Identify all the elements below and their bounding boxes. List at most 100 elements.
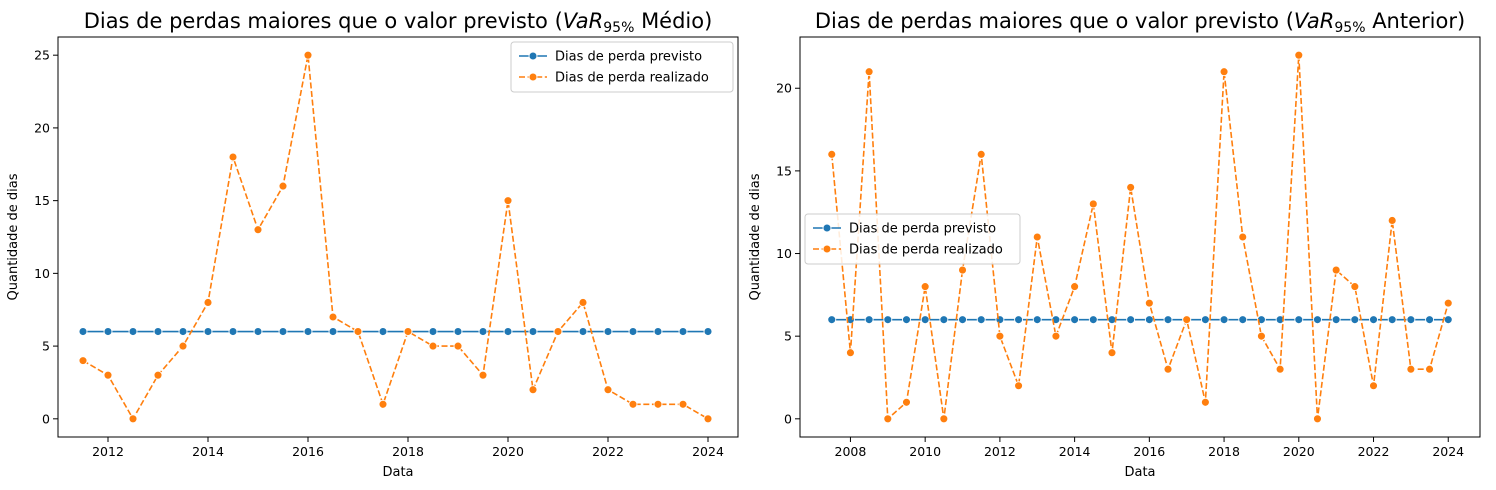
data-point-previsto xyxy=(1313,315,1322,325)
data-point-realizado xyxy=(1088,199,1098,209)
data-point-realizado xyxy=(153,370,163,380)
chart-title-subscript: 95% xyxy=(603,20,634,36)
data-point-realizado xyxy=(528,385,538,395)
x-tick-label: 2022 xyxy=(592,444,624,459)
axes-frame xyxy=(57,36,739,438)
x-tick-label: 2020 xyxy=(1283,444,1315,459)
data-point-realizado xyxy=(578,298,588,307)
data-point-realizado xyxy=(478,370,488,380)
x-tick-label: 2024 xyxy=(1432,444,1464,459)
data-point-realizado xyxy=(503,196,513,206)
data-point-realizado xyxy=(1350,282,1360,292)
data-point-previsto xyxy=(428,327,438,336)
data-point-realizado xyxy=(1331,265,1341,275)
data-point-realizado xyxy=(703,414,713,424)
data-point-previsto xyxy=(128,327,138,336)
data-point-realizado xyxy=(845,348,855,358)
data-point-previsto xyxy=(1200,315,1210,325)
x-tick-label: 2024 xyxy=(692,444,724,459)
data-point-realizado xyxy=(1275,364,1285,374)
data-point-realizado xyxy=(78,356,88,366)
x-tick-label: 2010 xyxy=(909,444,941,459)
data-point-realizado xyxy=(1219,67,1229,77)
data-point-realizado xyxy=(1032,232,1042,242)
data-point-previsto xyxy=(153,327,163,336)
x-tick-label: 2018 xyxy=(392,444,424,459)
data-point-realizado xyxy=(178,341,188,351)
chart-panel-1: Dias de perdas maiores que o valor previ… xyxy=(6,9,739,480)
data-point-realizado xyxy=(678,399,688,409)
legend: Dias de perda previsto Dias de perda real… xyxy=(804,213,1021,265)
data-point-realizado xyxy=(403,327,413,336)
data-point-previsto xyxy=(678,327,688,336)
data-point-realizado xyxy=(1107,348,1117,358)
x-tick-label: 2012 xyxy=(984,444,1016,459)
data-point-previsto xyxy=(603,327,613,336)
data-point-previsto xyxy=(1070,315,1080,325)
chart-title-var: VaR xyxy=(1294,9,1334,33)
data-point-previsto xyxy=(378,327,388,336)
data-point-realizado xyxy=(228,152,238,162)
data-point-realizado xyxy=(1406,364,1416,374)
data-point-realizado xyxy=(920,282,930,292)
data-point-realizado xyxy=(303,50,313,60)
y-tick-label: 0 xyxy=(784,411,792,426)
data-point-previsto xyxy=(1126,315,1136,325)
y-tick-label: 15 xyxy=(34,193,50,208)
data-point-realizado xyxy=(328,312,338,322)
y-tick-label: 5 xyxy=(42,339,50,354)
data-point-realizado xyxy=(1443,298,1453,308)
data-point-previsto xyxy=(976,315,986,325)
data-point-realizado xyxy=(278,181,288,191)
legend-label-previsto: Dias de perda previsto xyxy=(849,222,996,237)
data-point-previsto xyxy=(864,315,874,325)
x-tick-label: 2016 xyxy=(292,444,324,459)
data-point-previsto xyxy=(528,327,538,336)
data-point-previsto xyxy=(883,315,893,325)
x-tick-label: 2018 xyxy=(1208,444,1240,459)
y-axis-label: Quantidade de dias xyxy=(748,173,763,300)
legend-box xyxy=(510,41,734,93)
data-point-previsto xyxy=(328,327,338,336)
data-point-previsto xyxy=(628,327,638,336)
data-point-realizado xyxy=(553,327,563,336)
legend-box xyxy=(804,213,1021,265)
data-point-realizado xyxy=(1182,315,1192,325)
y-tick-label: 20 xyxy=(776,81,792,96)
series-line-realizado xyxy=(82,55,709,421)
data-point-previsto xyxy=(1425,315,1435,325)
data-point-realizado xyxy=(428,341,438,351)
y-tick-label: 5 xyxy=(784,329,792,344)
data-point-realizado xyxy=(1369,381,1378,391)
data-point-previsto xyxy=(1443,315,1453,325)
data-point-realizado xyxy=(603,385,613,395)
chart-title-suffix: Anterior) xyxy=(1366,9,1466,33)
data-point-previsto xyxy=(303,327,313,336)
x-axis-label: Data xyxy=(382,465,413,480)
axes-frame xyxy=(799,36,1481,438)
y-tick-label: 25 xyxy=(34,48,50,63)
data-point-realizado xyxy=(827,149,837,159)
y-tick-label: 15 xyxy=(776,163,792,178)
x-tick-label: 2012 xyxy=(92,444,124,459)
data-point-realizado xyxy=(939,414,949,424)
data-point-realizado xyxy=(1126,182,1136,192)
data-point-realizado xyxy=(453,341,463,351)
chart-panel-2: Dias de perdas maiores que o valor previ… xyxy=(748,9,1481,480)
legend-marker-previsto xyxy=(822,223,832,233)
series-line-realizado xyxy=(830,55,1450,421)
x-tick-label: 2008 xyxy=(835,444,867,459)
legend-marker-realizado xyxy=(528,72,538,82)
data-point-previsto xyxy=(578,327,588,336)
data-point-previsto xyxy=(1014,315,1024,325)
data-point-previsto xyxy=(827,315,837,325)
data-point-realizado xyxy=(995,331,1005,341)
x-tick-label: 2016 xyxy=(1133,444,1165,459)
data-point-realizado xyxy=(864,67,874,77)
data-point-realizado xyxy=(1387,216,1397,225)
legend-label-previsto: Dias de perda previsto xyxy=(555,50,702,65)
data-point-realizado xyxy=(1144,298,1154,308)
chart-title-subscript: 95% xyxy=(1334,20,1365,36)
chart-title: Dias de perdas maiores que o valor previ… xyxy=(84,9,713,36)
